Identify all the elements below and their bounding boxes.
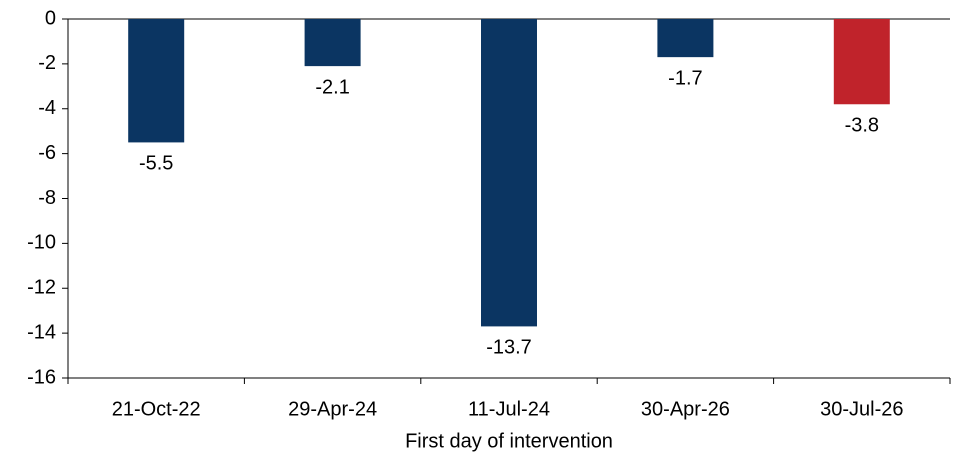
x-tick-label: 11-Jul-24 bbox=[468, 398, 550, 420]
bar bbox=[304, 19, 361, 67]
y-tick-label: -10 bbox=[27, 232, 56, 254]
x-tick-label: 21-Oct-22 bbox=[112, 398, 201, 420]
y-tick-label: -12 bbox=[27, 277, 56, 299]
y-tick-label: 0 bbox=[45, 7, 56, 29]
y-tick-label: -14 bbox=[27, 321, 56, 343]
value-label: -2.1 bbox=[315, 76, 349, 98]
bar bbox=[128, 19, 185, 143]
value-label: -3.8 bbox=[845, 115, 879, 137]
bar bbox=[657, 19, 714, 58]
x-axis-title: First day of intervention bbox=[405, 430, 613, 452]
value-label: -1.7 bbox=[668, 67, 702, 89]
y-tick-label: -8 bbox=[38, 187, 56, 209]
bar bbox=[833, 19, 890, 105]
y-tick-label: -16 bbox=[27, 366, 56, 388]
y-tick-label: -4 bbox=[38, 97, 56, 119]
value-label: -5.5 bbox=[139, 153, 173, 175]
x-tick-label: 29-Apr-24 bbox=[288, 398, 377, 420]
value-label: -13.7 bbox=[486, 337, 532, 359]
x-tick-label: 30-Apr-26 bbox=[641, 398, 730, 420]
y-tick-label: -2 bbox=[38, 52, 56, 74]
y-tick-label: -6 bbox=[38, 142, 56, 164]
bar bbox=[481, 19, 537, 327]
x-tick-label: 30-Jul-26 bbox=[820, 398, 903, 420]
